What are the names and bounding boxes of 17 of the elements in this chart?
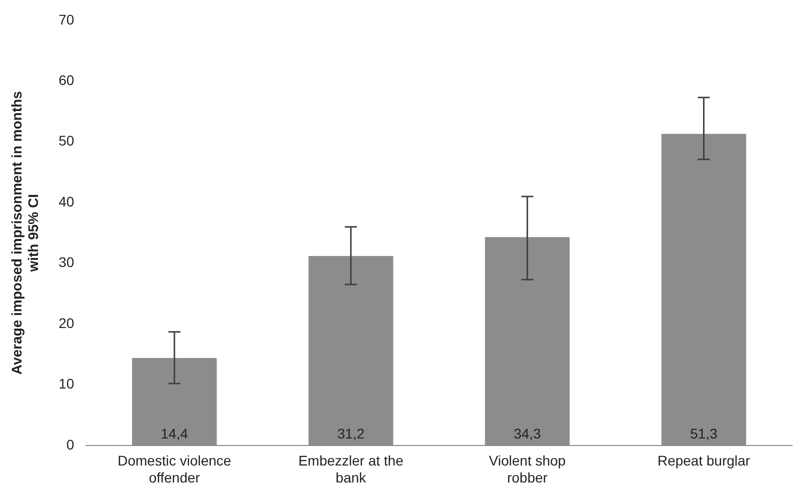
y-tick-label: 20 [58,314,74,331]
y-axis-title: Average imposed imprisonment in months with 95% CI [8,90,42,375]
y-tick-label: 30 [58,254,74,270]
y-tick-label: 40 [58,193,74,210]
data-label: 31,2 [337,425,365,442]
y-tick-label: 0 [66,436,74,452]
data-label: 34,3 [514,425,542,442]
x-tick-label: Violent shop robber [488,452,566,486]
x-tick-label: Repeat burglar [657,452,750,469]
data-label: 51,3 [690,425,718,442]
y-tick-label: 70 [58,11,74,28]
y-tick-label: 10 [58,376,74,392]
y-tick-label: 50 [58,132,74,149]
y-tick-label: 60 [58,72,74,88]
data-label: 14,4 [160,425,188,442]
x-tick-label: Domestic violence offender [118,452,232,486]
x-tick-label: Embezzler at the bank [298,452,404,486]
